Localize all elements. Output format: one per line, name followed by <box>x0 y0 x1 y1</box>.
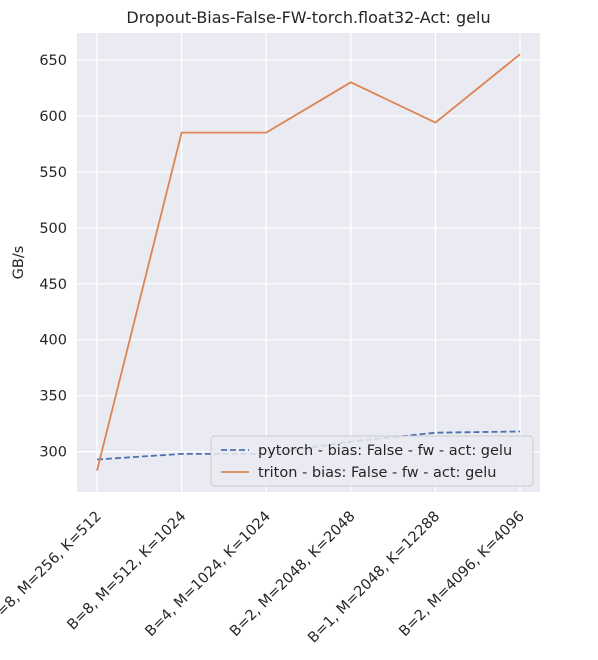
y-tick-label: 300 <box>39 445 67 461</box>
y-tick-label: 550 <box>39 165 67 181</box>
y-tick-label: 450 <box>39 277 67 293</box>
y-tick-labels: 300 350 400 450 500 550 600 650 <box>39 53 67 461</box>
y-tick-label: 600 <box>39 109 67 125</box>
y-tick-label: 350 <box>39 389 67 405</box>
chart-title: Dropout-Bias-False-FW-torch.float32-Act:… <box>126 8 490 27</box>
series-line <box>96 53 521 471</box>
legend-frame <box>210 435 534 487</box>
legend-label: pytorch - bias: False - fw - act: gelu <box>258 443 512 459</box>
y-tick-label: 650 <box>39 53 67 69</box>
y-tick-label: 400 <box>39 333 67 349</box>
plot-area <box>77 33 540 492</box>
legend-label: triton - bias: False - fw - act: gelu <box>258 465 496 481</box>
y-tick-label: 500 <box>39 221 67 237</box>
y-axis-label: GB/s <box>11 246 27 280</box>
legend: pytorch - bias: False - fw - act: gelu tr… <box>210 435 534 487</box>
grid <box>77 33 540 492</box>
